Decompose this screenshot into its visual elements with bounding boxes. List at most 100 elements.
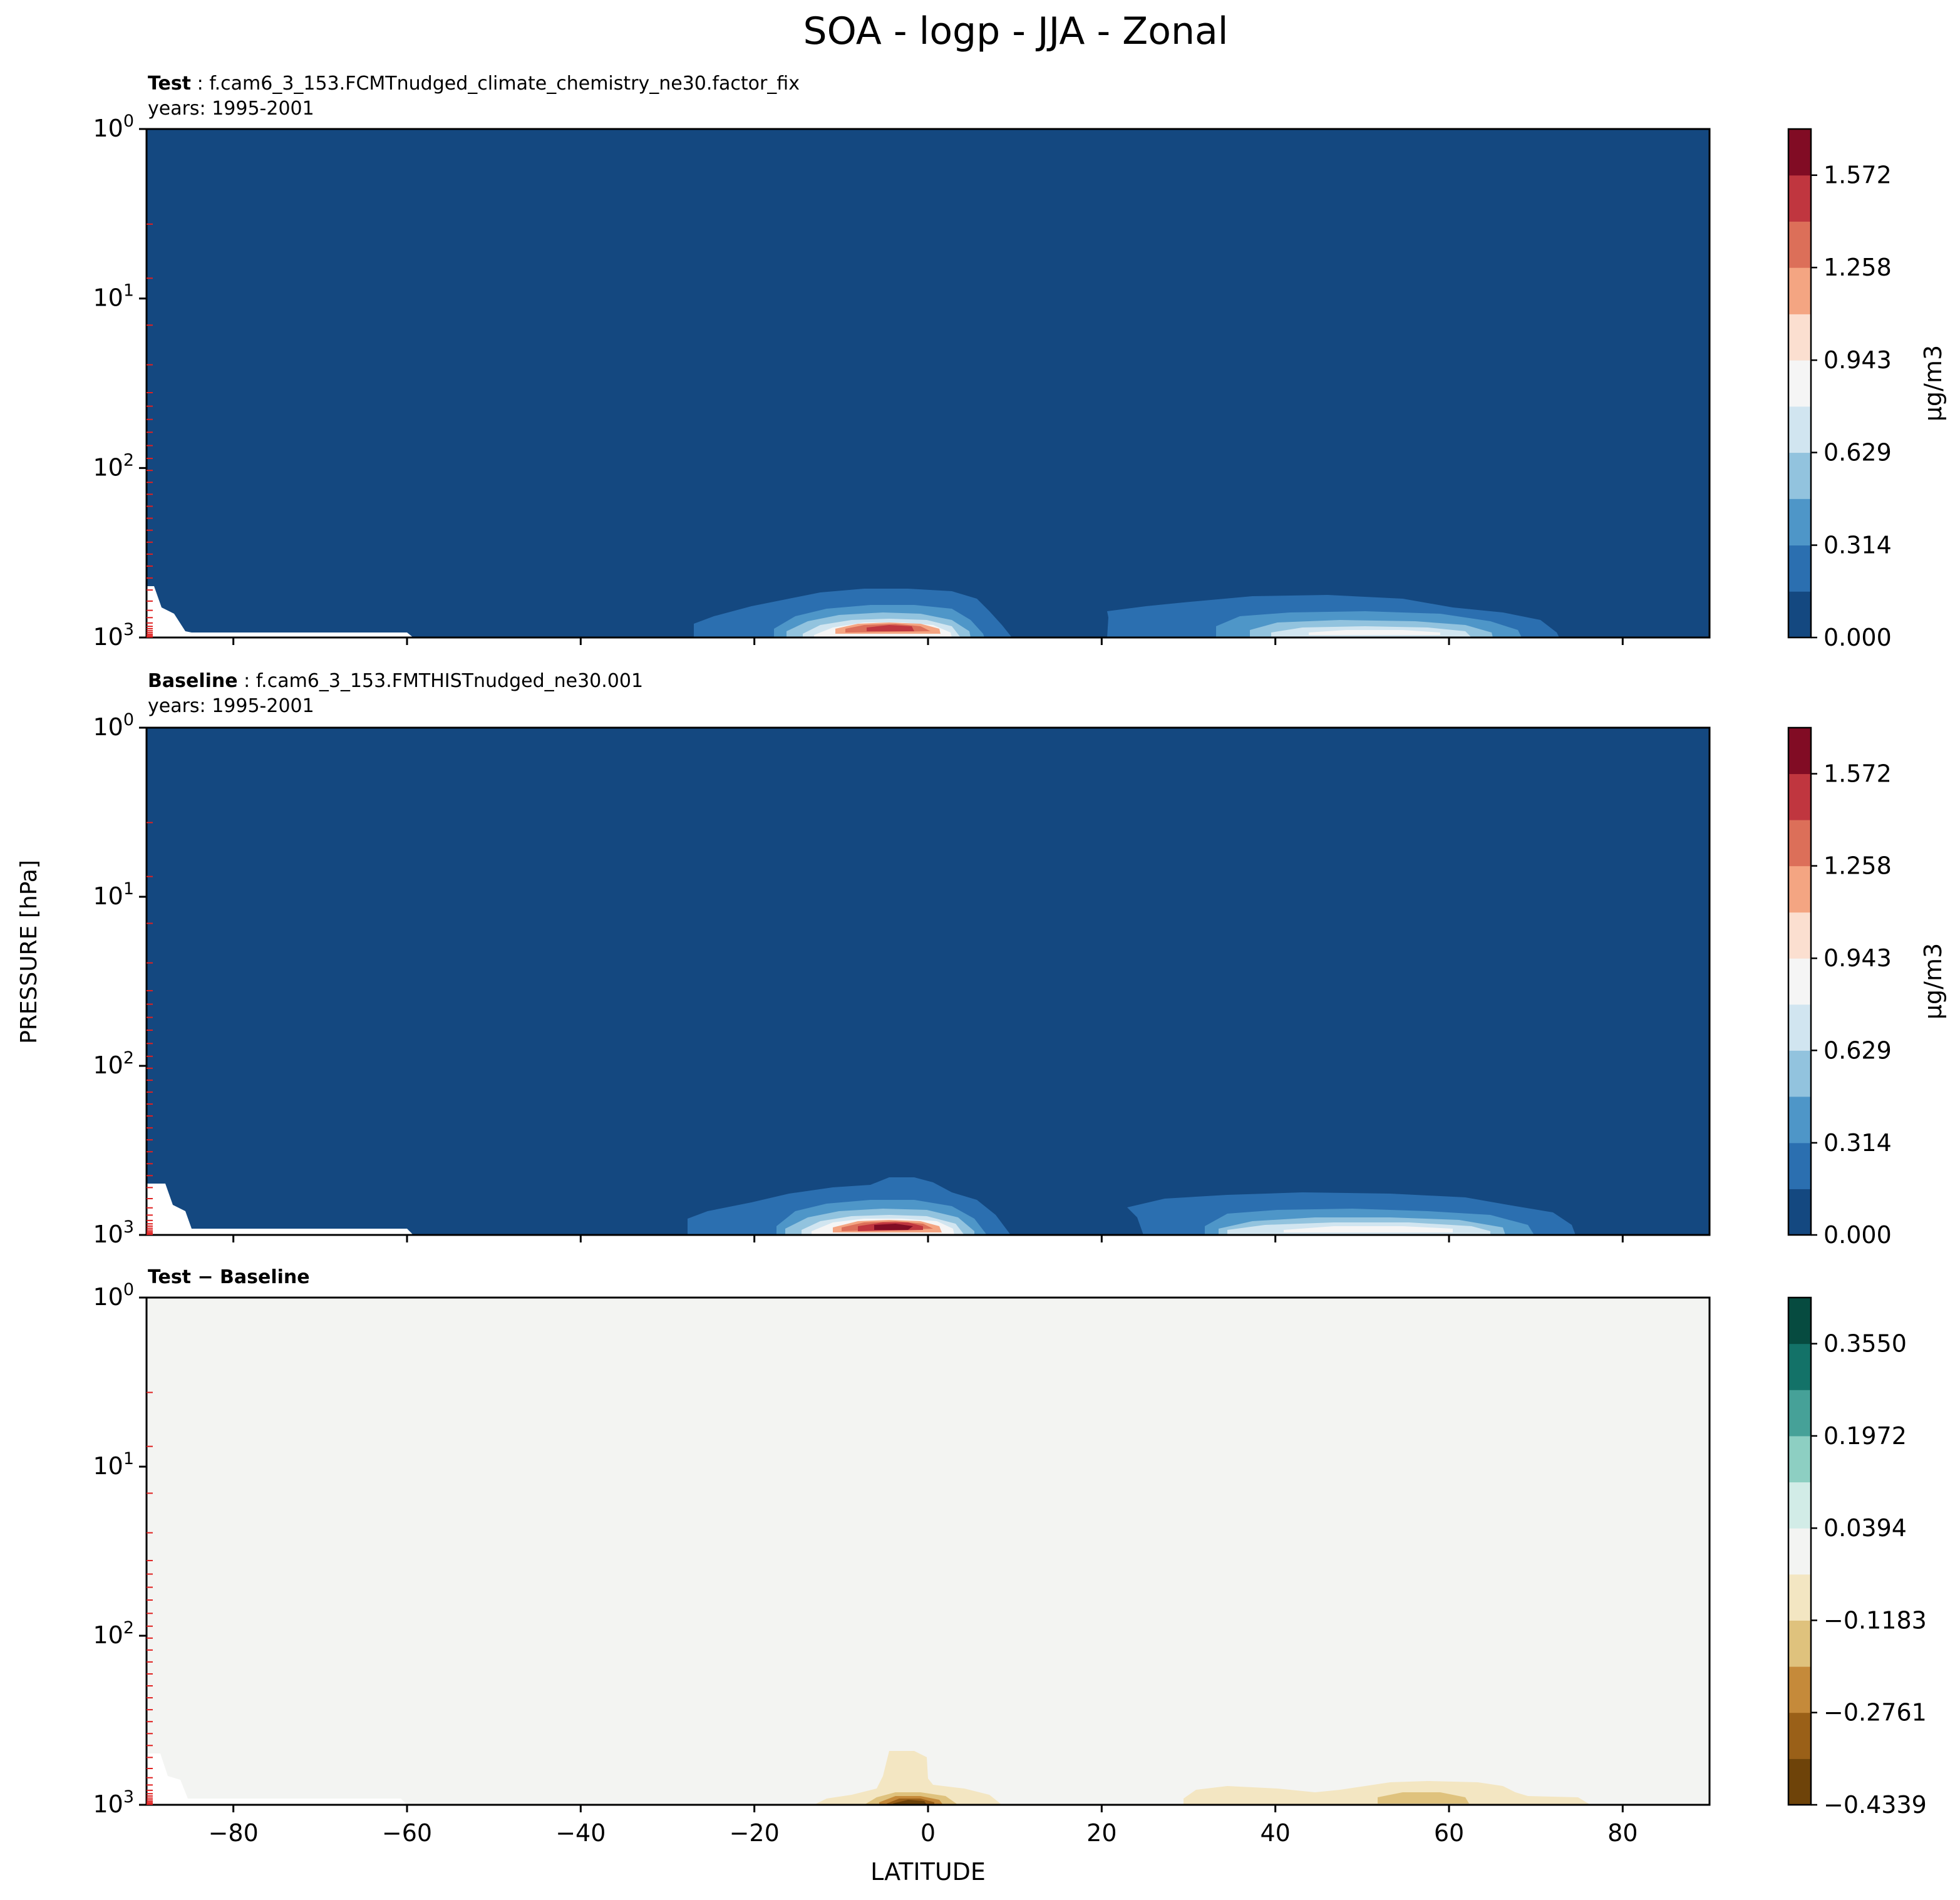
panel-2-xtick-label-4: 0 (921, 1819, 936, 1847)
colorbar-1-tick-label-2: 0.629 (1823, 1036, 1892, 1064)
colorbar-1-tick-label-0: 0.000 (1823, 1221, 1892, 1249)
colorbar-1: 0.000 0.314 0.629 0.943 1.258 1.572 μg/m3 (1787, 726, 1947, 1249)
colorbar-2-frame (1787, 1296, 1812, 1806)
colorbar-1-band-10 (1788, 728, 1811, 775)
panel-2-xtick-label-5: 20 (1086, 1819, 1117, 1847)
colorbar-0-band-9 (1788, 175, 1811, 222)
panel-1-label: Baseline (148, 670, 238, 692)
panel-0-plot: 100 101 102 103 (93, 111, 1711, 651)
colorbar-0-band-10 (1788, 129, 1811, 176)
panel-1-ytick-label-0: 100 (93, 710, 134, 741)
colorbar-2-band-6 (1788, 1482, 1811, 1529)
colorbar-1-band-7 (1788, 865, 1811, 913)
colorbar-2-band-10 (1788, 1298, 1811, 1345)
colorbar-2-tick-label-2: −0.1183 (1823, 1606, 1927, 1634)
colorbar-1-tick-label-1: 0.314 (1823, 1129, 1892, 1157)
colorbar-1-band-1 (1788, 1142, 1811, 1189)
panel-1-header: Baseline : f.cam6_3_153.FMTHISTnudged_ne… (148, 670, 643, 692)
panel-2-xtick-label-0: −80 (209, 1819, 259, 1847)
panel-0-label: Test (148, 73, 191, 95)
colorbar-2-band-5 (1788, 1528, 1811, 1575)
colorbar-0-tick-label-3: 0.943 (1823, 346, 1892, 374)
colorbar-0-tick-label-0: 0.000 (1823, 624, 1892, 651)
colorbar-0-frame (1787, 128, 1812, 639)
colorbar-0-tick-label-5: 1.572 (1823, 162, 1892, 189)
colorbar-2-band-2 (1788, 1666, 1811, 1713)
panel-2-label: Test − Baseline (148, 1266, 310, 1288)
colorbar-1-band-0 (1788, 1189, 1811, 1236)
colorbar-2: −0.4339 −0.2761 −0.1183 0.0394 0.1972 0.3550 (1787, 1296, 1927, 1819)
figure-title: SOA - logp - JJA - Zonal (803, 9, 1229, 53)
colorbar-1-frame (1787, 726, 1812, 1236)
panel-1-missing-region (147, 1184, 413, 1235)
panel-0-years: years: 1995-2001 (148, 98, 314, 120)
panel-1-ytick-label-2: 102 (93, 1048, 134, 1079)
panel-0-midlat-contour-5 (1309, 630, 1440, 635)
colorbar-2-band-0 (1788, 1758, 1811, 1805)
panel-2-xtick-label-6: 40 (1260, 1819, 1290, 1847)
panel-1-case: f.cam6_3_153.FMTHISTnudged_ne30.001 (256, 670, 643, 692)
panel-2-ytick-label-1: 101 (93, 1449, 134, 1480)
colorbar-1-tick-label-4: 1.258 (1823, 852, 1892, 880)
panel-1-field (147, 728, 1710, 1235)
panel-2-ytick-label-3: 103 (93, 1787, 134, 1818)
panel-1-years: years: 1995-2001 (148, 695, 314, 717)
colorbar-0-tick-label-1: 0.314 (1823, 532, 1892, 559)
panel-2-ytick-label-0: 100 (93, 1280, 134, 1311)
panel-1-tropics-contour-9 (874, 1224, 913, 1230)
colorbar-1-band-9 (1788, 773, 1811, 820)
colorbar-2-band-7 (1788, 1435, 1811, 1483)
colorbar-0-band-3 (1788, 452, 1811, 499)
panel-0-ytick-label-2: 102 (93, 450, 134, 481)
y-axis-label: PRESSURE [hPa] (16, 860, 42, 1044)
panel-2-ytick-label-2: 102 (93, 1618, 134, 1649)
panel-2-midlat-contour-1 (1184, 1781, 1591, 1805)
colorbar-0-band-1 (1788, 545, 1811, 592)
panel-2-xtick-label-3: −20 (730, 1819, 780, 1847)
colorbar-1-unit-label: μg/m3 (1919, 943, 1947, 1020)
panel-0-ytick-label-1: 101 (93, 281, 134, 312)
panel-2-xtick-label-2: −40 (555, 1819, 606, 1847)
panel-2-x-ticks: −80 −60 −40 −20 0 20 40 60 80 (209, 1805, 1638, 1847)
panel-2-xtick-label-1: −60 (382, 1819, 432, 1847)
panel-2-tropics-contour-5 (893, 1800, 927, 1805)
panel-2-xtick-label-7: 60 (1434, 1819, 1464, 1847)
panel-0-tropics-contour-8 (867, 625, 914, 631)
colorbar-2-tick-label-5: 0.3550 (1823, 1330, 1907, 1358)
panel-2-header: Test − Baseline (148, 1266, 310, 1288)
panel-0-level-markers (147, 223, 153, 638)
panel-0-x-ticks (232, 638, 1624, 645)
panel-2-level-markers (147, 1391, 153, 1805)
colorbar-1-band-4 (1788, 1004, 1811, 1051)
colorbar-0-band-4 (1788, 406, 1811, 453)
panel-0-y-ticks: 100 101 102 103 (93, 111, 147, 651)
panel-2-tropics-contour-1 (814, 1751, 1002, 1805)
x-axis-label: LATITUDE (870, 1858, 986, 1886)
colorbar-1-band-2 (1788, 1096, 1811, 1144)
colorbar-2-band-1 (1788, 1712, 1811, 1759)
colorbar-2-band-8 (1788, 1390, 1811, 1437)
colorbar-0-band-6 (1788, 314, 1811, 361)
panel-2-field (147, 1298, 1710, 1805)
colorbar-0-unit-label: μg/m3 (1919, 345, 1947, 421)
colorbar-1-tick-label-3: 0.943 (1823, 944, 1892, 972)
panel-0-field (147, 129, 1710, 638)
colorbar-2-band-4 (1788, 1574, 1811, 1621)
panel-0-ytick-label-0: 100 (93, 111, 134, 142)
panel-1-level-markers (147, 822, 153, 1236)
colorbar-1-band-5 (1788, 958, 1811, 1005)
colorbar-2-tick-label-0: −0.4339 (1823, 1791, 1927, 1819)
colorbar-2-band-3 (1788, 1620, 1811, 1667)
colorbar-0-band-5 (1788, 360, 1811, 407)
panel-1-x-ticks (232, 1235, 1624, 1242)
panel-2-missing-region (147, 1753, 407, 1805)
colorbar-2-band-9 (1788, 1343, 1811, 1390)
panel-0-missing-region (147, 586, 413, 638)
panel-1-plot: 100 101 102 103 (93, 710, 1711, 1248)
colorbar-1-band-3 (1788, 1050, 1811, 1097)
colorbar-0-band-2 (1788, 498, 1811, 546)
panel-1-y-ticks: 100 101 102 103 (93, 710, 147, 1248)
colorbar-0-tick-label-2: 0.629 (1823, 439, 1892, 467)
panel-2-midlat-contour-2 (1378, 1792, 1469, 1804)
